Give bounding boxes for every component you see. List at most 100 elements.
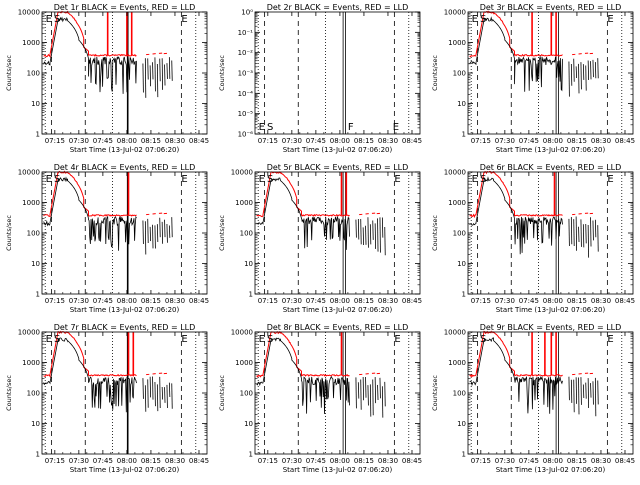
x-tick-label: 07:45 (306, 297, 326, 305)
x-tick-label: 08:45 (615, 457, 635, 465)
y-axis-label: Counts/sec (5, 215, 13, 251)
panel-title: Det 5r BLACK = Events, RED = LLD (267, 163, 409, 172)
panel-7: Det 7r BLACK = Events, RED = LLDCounts/s… (5, 323, 209, 474)
y-tick-label: 1 (36, 451, 40, 459)
x-tick-label: 08:00 (117, 457, 137, 465)
x-tick-label: 07:30 (495, 137, 515, 145)
x-tick-label: 08:45 (402, 457, 422, 465)
y-tick-label: 1 (462, 451, 466, 459)
y-tick-label: 1000 (22, 39, 40, 47)
panel-title: Det 7r BLACK = Events, RED = LLD (54, 323, 196, 332)
y-tick-label: 10 (31, 260, 40, 268)
panel-title: Det 4r BLACK = Events, RED = LLD (54, 163, 196, 172)
y-axis-label: Counts/sec (5, 55, 13, 91)
x-tick-label: 07:30 (69, 297, 89, 305)
y-tick-label: 1000 (235, 199, 253, 207)
y-axis-label: Counts/sec (431, 375, 439, 411)
y-tick-label: 1000 (448, 199, 466, 207)
x-tick-label: 08:00 (543, 137, 563, 145)
panel-title: Det 2r BLACK = Events, RED = LLD (267, 3, 409, 12)
y-tick-label: 10⁻⁴ (238, 90, 254, 98)
y-tick-label: 1 (249, 291, 253, 299)
x-tick-label: 08:30 (591, 137, 611, 145)
x-tick-label: 08:00 (543, 297, 563, 305)
event-marker-label: E (607, 334, 613, 345)
y-tick-label: 10 (457, 420, 466, 428)
event-marker-label: E (46, 14, 52, 25)
x-tick-label: 08:45 (402, 137, 422, 145)
y-tick-label: 10⁻⁶ (238, 131, 254, 139)
events-series-line (470, 18, 563, 92)
panel-3: Det 3r BLACK = Events, RED = LLDCounts/s… (431, 3, 635, 154)
x-axis-label: Start Time (13-Jul-02 07:06:20) (70, 306, 180, 314)
x-tick-label: 08:30 (165, 297, 185, 305)
plot-frame (468, 332, 633, 454)
x-tick-label: 08:45 (189, 457, 209, 465)
x-tick-label: 08:15 (567, 137, 587, 145)
y-tick-label: 10 (244, 420, 253, 428)
y-tick-label: 1 (249, 451, 253, 459)
x-tick-label: 07:45 (519, 297, 539, 305)
y-axis-label: Counts/sec (218, 215, 226, 251)
panel-8: Det 8r BLACK = Events, RED = LLD Counts/s… (218, 323, 422, 474)
x-tick-label: 07:15 (45, 457, 65, 465)
x-tick-label: 08:30 (378, 297, 398, 305)
plot-frame (255, 332, 420, 454)
events-series-line (257, 178, 350, 250)
y-tick-label: 1 (36, 131, 40, 139)
events-series-line (44, 178, 137, 251)
x-axis-label: Start Time (13-Jul-02 07:06:20) (283, 466, 393, 474)
x-tick-label: 07:15 (471, 457, 491, 465)
y-axis-label: Counts/sec (218, 375, 226, 411)
y-tick-label: 10⁻⁵ (238, 110, 254, 118)
x-axis-label: Start Time (13-Jul-02 07:06:20) (496, 466, 606, 474)
x-tick-label: 07:15 (258, 457, 278, 465)
y-tick-label: 10 (31, 100, 40, 108)
x-tick-label: 08:00 (543, 457, 563, 465)
event-marker-label: E (394, 174, 400, 185)
y-tick-label: 1 (462, 131, 466, 139)
event-marker-label: S (267, 334, 273, 345)
y-tick-label: 10⁰ (241, 9, 253, 17)
plot-frame (42, 12, 207, 134)
y-tick-label: 100 (453, 230, 466, 238)
x-tick-label: 08:15 (141, 457, 161, 465)
events-series-line (44, 18, 137, 94)
x-tick-label: 08:30 (165, 457, 185, 465)
x-tick-label: 07:30 (69, 457, 89, 465)
x-tick-label: 08:15 (354, 137, 374, 145)
y-tick-label: 1000 (22, 199, 40, 207)
panel-title: Det 1r BLACK = Events, RED = LLD (54, 3, 196, 12)
y-tick-label: 1000 (448, 359, 466, 367)
plot-frame (255, 12, 420, 134)
panel-4: Det 4r BLACK = Events, RED = LLD Counts/s… (5, 163, 209, 314)
y-tick-label: 10000 (18, 169, 40, 177)
event-marker-label: F (348, 122, 354, 133)
y-tick-label: 10000 (231, 329, 253, 337)
plot-frame (255, 172, 420, 294)
y-tick-label: 10⁻³ (238, 70, 254, 78)
x-axis-label: Start Time (13-Jul-02 07:06:20) (496, 146, 606, 154)
x-axis-label: Start Time (13-Jul-02 07:06:20) (70, 466, 180, 474)
x-tick-label: 07:15 (471, 297, 491, 305)
y-tick-label: 100 (27, 230, 40, 238)
event-marker-label: S (480, 174, 486, 185)
y-tick-label: 10 (244, 260, 253, 268)
x-tick-label: 08:45 (189, 297, 209, 305)
event-marker-label: E (259, 174, 265, 185)
panel-5: Det 5r BLACK = Events, RED = LLD Counts/s… (218, 163, 422, 314)
panel-title: Det 8r BLACK = Events, RED = LLD (267, 323, 409, 332)
x-tick-label: 07:15 (258, 297, 278, 305)
y-tick-label: 100 (453, 70, 466, 78)
y-tick-label: 1000 (22, 359, 40, 367)
x-tick-label: 08:00 (330, 457, 350, 465)
x-tick-label: 08:00 (117, 137, 137, 145)
event-marker-label: E (181, 334, 187, 345)
x-tick-label: 08:30 (591, 297, 611, 305)
x-tick-label: 08:30 (378, 137, 398, 145)
y-tick-label: 10⁻² (238, 49, 254, 57)
x-tick-label: 07:30 (282, 297, 302, 305)
panel-title: Det 6r BLACK = Events, RED = LLD (480, 163, 622, 172)
